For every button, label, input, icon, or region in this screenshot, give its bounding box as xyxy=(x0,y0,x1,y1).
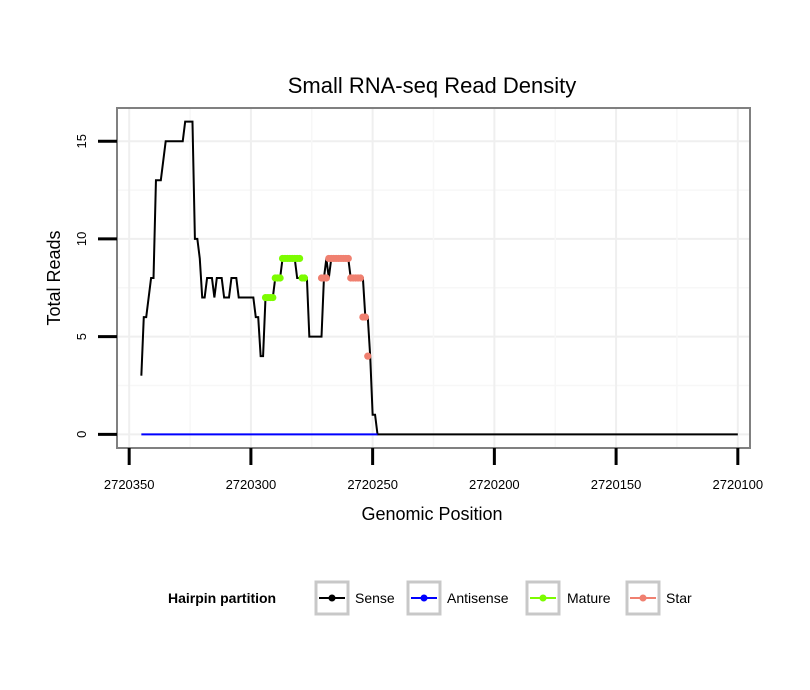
x-tick-label: 2720250 xyxy=(347,477,398,492)
legend-title: Hairpin partition xyxy=(168,590,276,606)
x-tick-label: 2720350 xyxy=(104,477,155,492)
x-tick-label: 2720150 xyxy=(591,477,642,492)
series-layer xyxy=(140,120,738,436)
y-tick-label: 10 xyxy=(74,232,89,246)
x-axis-title: Genomic Position xyxy=(361,504,502,524)
x-axis: 2720350 2720300 2720250 2720200 2720150 27201… xyxy=(104,448,763,492)
y-tick-label: 5 xyxy=(74,333,89,340)
legend-key-point xyxy=(539,594,547,602)
x-tick-label: 2720300 xyxy=(226,477,277,492)
chart-title: Small RNA-seq Read Density xyxy=(288,73,577,98)
point-star xyxy=(322,274,330,282)
legend-key-point xyxy=(639,594,647,602)
y-axis-title: Total Reads xyxy=(44,230,64,325)
y-tick-label: 15 xyxy=(74,134,89,148)
x-tick-label: 2720200 xyxy=(469,477,520,492)
x-tick-label: 2720100 xyxy=(713,477,764,492)
point-mature xyxy=(295,254,304,263)
point-mature xyxy=(269,293,277,302)
y-axis: 0 5 10 15 xyxy=(74,134,117,438)
legend-label-star: Star xyxy=(666,590,692,606)
point-star xyxy=(361,313,369,321)
legend-label-sense: Sense xyxy=(355,590,395,606)
y-tick-label: 0 xyxy=(74,431,89,438)
legend-item-star: Star xyxy=(625,580,692,616)
legend-item-mature: Mature xyxy=(525,580,611,616)
legend-item-sense: Sense xyxy=(314,580,395,616)
point-mature xyxy=(300,274,309,282)
legend-key-point xyxy=(328,594,336,602)
legend-key-point xyxy=(420,594,428,602)
legend-label-mature: Mature xyxy=(567,590,611,606)
point-star xyxy=(344,254,352,263)
point-mature xyxy=(276,274,284,282)
point-star xyxy=(356,274,365,282)
legend-item-antisense: Antisense xyxy=(406,580,509,616)
grid xyxy=(117,108,750,448)
plot-border xyxy=(116,107,751,449)
legend: Hairpin partition Sense Antisense Mature St… xyxy=(168,580,692,616)
legend-label-antisense: Antisense xyxy=(447,590,509,606)
point-star xyxy=(364,352,372,360)
